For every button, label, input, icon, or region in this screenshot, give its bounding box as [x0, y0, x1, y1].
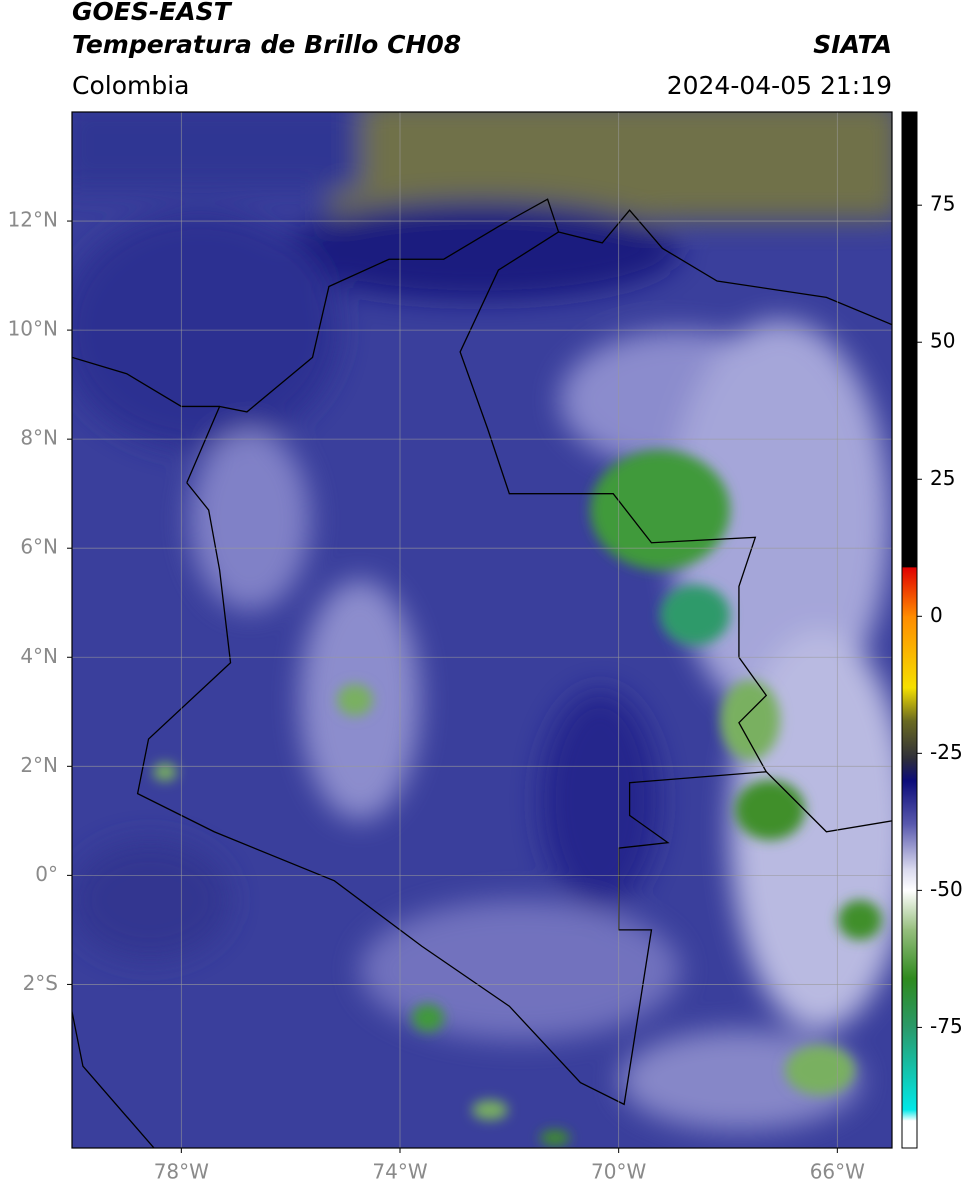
colorbar-frame: [901, 111, 918, 1149]
colorbar-segment: [902, 928, 917, 979]
x-tick-label: 78°W: [154, 1160, 209, 1184]
colorbar-segment: [902, 890, 917, 930]
colorbar-tick-label: 0: [930, 603, 943, 627]
y-tick-label: 0°: [35, 862, 58, 886]
colorbar-segment: [902, 567, 917, 617]
satellite-image: [72, 112, 892, 1148]
colorbar-segment: [902, 112, 917, 568]
title-line: Temperatura de Brillo CH08: [72, 30, 461, 59]
x-tick-label: 74°W: [372, 1160, 427, 1184]
y-tick-label: 2°N: [20, 753, 58, 777]
colorbar-segment: [902, 616, 917, 689]
colorbar-tick-label: -75: [930, 1014, 963, 1038]
border-line: [72, 1011, 155, 1148]
colorbar-segment: [902, 1027, 917, 1111]
colorbar-tick-label: -25: [930, 740, 963, 764]
y-tick-label: 6°N: [20, 535, 58, 559]
y-tick-label: 10°N: [8, 317, 58, 341]
border-line: [72, 356, 220, 408]
y-tick-label: 12°N: [8, 208, 58, 232]
colorbar-tick-label: 25: [930, 466, 955, 490]
colorbar-segment: [902, 687, 917, 721]
datetime: 2024-04-05 21:19: [667, 71, 892, 100]
region: Colombia: [72, 71, 189, 100]
colorbar-tick-label: 50: [930, 329, 955, 353]
source: SIATA: [813, 30, 892, 59]
colorbar-segment: [902, 566, 917, 569]
y-tick-label: 2°S: [23, 971, 58, 995]
x-tick-label: 70°W: [591, 1160, 646, 1184]
y-tick-label: 8°N: [20, 426, 58, 450]
colorbar-segment: [902, 1120, 917, 1149]
border-line: [765, 771, 892, 833]
colorbar: 75 50 25 0 -25 -50 -75: [902, 112, 963, 1149]
y-tick-label: 4°N: [20, 644, 58, 668]
colorbar-segment: [902, 1109, 917, 1122]
axes: 78°W 74°W 70°W 66°W 12°N 10°N 8°N 6°N 4°N 2°N 0° 2°…: [8, 208, 866, 1184]
colorbar-tick-label: -50: [930, 877, 963, 901]
borders: [72, 198, 892, 1148]
border-line: [136, 198, 768, 1106]
colorbar-segment: [902, 780, 917, 826]
x-tick-label: 66°W: [810, 1160, 865, 1184]
border-line: [558, 209, 892, 326]
grid: [72, 112, 892, 1148]
title-line: GOES-EAST: [72, 0, 233, 26]
colorbar-segment: [902, 758, 917, 782]
colorbar-tick-label: 75: [930, 192, 955, 216]
colorbar-segment: [902, 868, 917, 891]
colorbar-segment: [902, 720, 917, 760]
colorbar-segment: [902, 978, 917, 1028]
colorbar-segment: [902, 824, 917, 869]
map-frame: [71, 111, 893, 1149]
